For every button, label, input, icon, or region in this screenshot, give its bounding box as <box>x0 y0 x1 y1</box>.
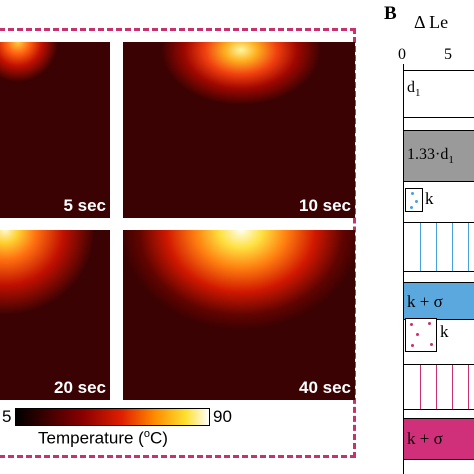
label-sub: 1 <box>448 154 454 167</box>
colorbar-max: 90 <box>213 407 232 426</box>
time-label: 5 sec <box>63 196 106 215</box>
heatmap: 40 sec <box>123 230 355 400</box>
time-label: 40 sec <box>299 378 351 397</box>
icon-box <box>405 188 423 212</box>
bar-label: k <box>440 322 449 341</box>
label-text: Temperature ( <box>38 428 144 448</box>
bar: k <box>403 318 474 352</box>
colorbar <box>15 408 210 426</box>
colorbar-label: Temperature (oC) <box>38 428 168 449</box>
icon-box <box>405 318 437 352</box>
bar <box>403 222 474 272</box>
bar: k + σ <box>403 282 474 320</box>
panel-letter: B <box>384 3 397 24</box>
colorbar-min: 5 <box>2 407 12 426</box>
bar-label: k + σ <box>407 429 443 448</box>
heatmap: 5 sec <box>0 42 110 218</box>
time-label: 10 sec <box>299 196 351 215</box>
bar: k + σ <box>403 418 474 460</box>
time-label: 20 sec <box>54 378 106 397</box>
heatmap: 10 sec <box>123 42 355 218</box>
label-sub: 1 <box>415 87 421 100</box>
axis-title: Δ Le <box>414 12 449 32</box>
bar-label: k <box>425 189 434 208</box>
bar: k <box>403 188 474 218</box>
label-sup: o <box>143 428 150 440</box>
bar: 1.33·d1 <box>403 130 474 182</box>
bar-label: k + σ <box>407 292 443 311</box>
bar: d1 <box>403 70 474 118</box>
tick-label: 5 <box>444 46 452 63</box>
heatmap: 20 sec <box>0 230 110 400</box>
bar <box>403 364 474 410</box>
label-text: C) <box>149 428 168 448</box>
label-text: 1.33·d <box>407 146 449 163</box>
label-text: d <box>407 79 415 96</box>
bar-label: d1 <box>407 79 421 99</box>
bar-label: 1.33·d1 <box>407 146 454 166</box>
tick-label: 0 <box>398 46 406 63</box>
